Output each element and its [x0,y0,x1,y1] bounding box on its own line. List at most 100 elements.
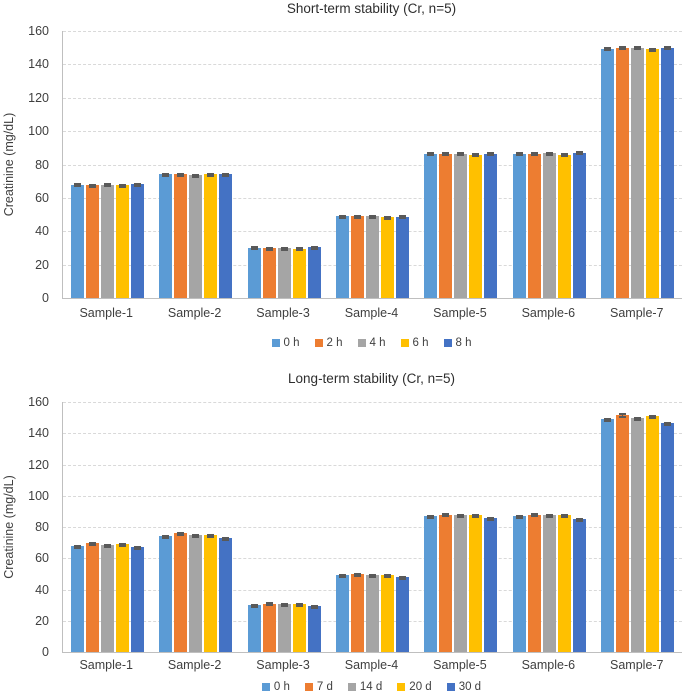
legend-item: 8 h [443,337,472,349]
error-bar [619,412,627,418]
bar-sample-4-0h [336,575,349,652]
error-bar [88,542,96,546]
bar-sample-7-4h [631,47,645,298]
error-bar [384,573,391,578]
legend-short-term: 0 h 2 h 4 h 6 h 8 h [62,337,681,349]
bar-sample-1-14d [100,544,114,652]
bar-sample-1-30d [130,547,144,652]
bar-sample-5-2h [439,153,453,298]
y-tick-label: 100 [28,488,49,503]
bar-sample-5-6h [469,154,483,298]
bar-sample-2-8h [219,174,233,298]
error-bar [575,151,583,156]
bar-sample-4-8h [396,216,409,298]
x-category-label: Sample-2 [167,306,222,320]
error-bar [265,602,273,607]
error-bar [250,246,258,251]
bar-sample-5-8h [484,153,498,298]
x-category-label: Sample-4 [344,306,399,320]
error-bar [619,46,627,51]
legend-label: 30 d [458,681,482,693]
error-bar [310,245,318,250]
y-tick-label: 60 [35,190,49,205]
bar-sample-6-2h [527,153,541,298]
error-bar [384,216,391,221]
bar-sample-4-2h [351,216,364,298]
error-bar [207,173,215,177]
bar-sample-7-0h [601,419,615,652]
bar-sample-3-20d [292,604,306,652]
error-bar [207,533,215,538]
error-bar [457,514,465,519]
gridline [63,527,682,528]
legend-item: 20 d [397,681,432,693]
error-bar [339,574,346,579]
y-tick-label: 80 [35,157,49,172]
x-category-label: Sample-6 [521,658,576,672]
bar-sample-7-0h [601,48,615,298]
y-tick-label: 40 [35,582,49,597]
legend-swatch-icon [261,683,270,691]
y-tick-label: 100 [28,124,49,139]
error-bar [222,536,230,541]
bar-sample-5-0h [424,153,438,298]
bar-sample-7-20d [646,416,660,652]
error-bar [369,215,376,220]
chart-title-long-term: Long-term stability (Cr, n=5) [288,371,455,386]
error-bar [162,534,170,539]
error-bar [103,183,111,188]
bar-sample-6-14d [542,515,556,652]
plot-area-long-term: 0 20 40 60 80 100 120 140 160 [28,395,682,659]
legend-swatch-icon [397,683,406,691]
x-axis-labels-long-term: Sample-1 Sample-2 Sample-3 Sample-4 Sample-5… [62,658,681,674]
y-tick-label: 60 [35,551,49,566]
legend-item: 6 h [400,337,429,349]
error-bar [222,173,230,178]
y-tick-label: 120 [28,90,49,105]
plot-area-short-term: 0 20 40 60 80 100 120 140 160 [28,24,682,305]
y-tick-label: 0 [42,645,49,659]
error-bar [442,152,450,157]
bar-sample-2-4h [189,174,203,298]
error-bar [88,184,96,189]
legend-item: 0 h [271,337,300,349]
bar-sample-2-7d [174,533,188,652]
legend-label: 2 h [326,337,343,349]
error-bar [162,173,170,177]
x-category-label: Sample-1 [79,658,133,672]
legend-label: 7 d [316,681,333,693]
legend-label: 14 d [359,681,383,693]
bar-sample-4-30d [396,577,409,652]
y-tick-label: 80 [35,520,49,534]
bar-sample-7-14d [631,418,645,652]
legend-swatch-icon [314,339,323,347]
bar-sample-3-6h [292,248,306,298]
legend-label: 8 h [455,337,472,349]
error-bar [604,47,612,52]
bar-sample-5-30d [484,518,498,652]
x-category-label: Sample-7 [610,658,664,672]
x-category-label: Sample-3 [256,658,310,672]
gridline [63,464,682,466]
error-bar [560,153,568,158]
bar-sample-5-4h [454,153,468,298]
legend-swatch-icon [357,339,366,347]
bar-sample-4-7d [351,573,364,652]
error-bar [472,514,480,519]
error-bar [442,512,450,517]
legend-swatch-icon [304,683,313,691]
error-bar [369,573,376,578]
bar-sample-5-7d [439,514,453,652]
legend-swatch-icon [446,683,455,691]
bar-sample-2-0h [159,174,173,298]
legend-label: 20 d [409,681,432,693]
error-bar [295,603,303,608]
gridline [63,31,682,32]
error-bar [280,603,288,608]
legend-item: 2 h [314,337,343,349]
error-bar [192,173,200,178]
error-bar [634,417,642,422]
bar-sample-5-0h [424,516,438,652]
error-bar [457,152,465,157]
